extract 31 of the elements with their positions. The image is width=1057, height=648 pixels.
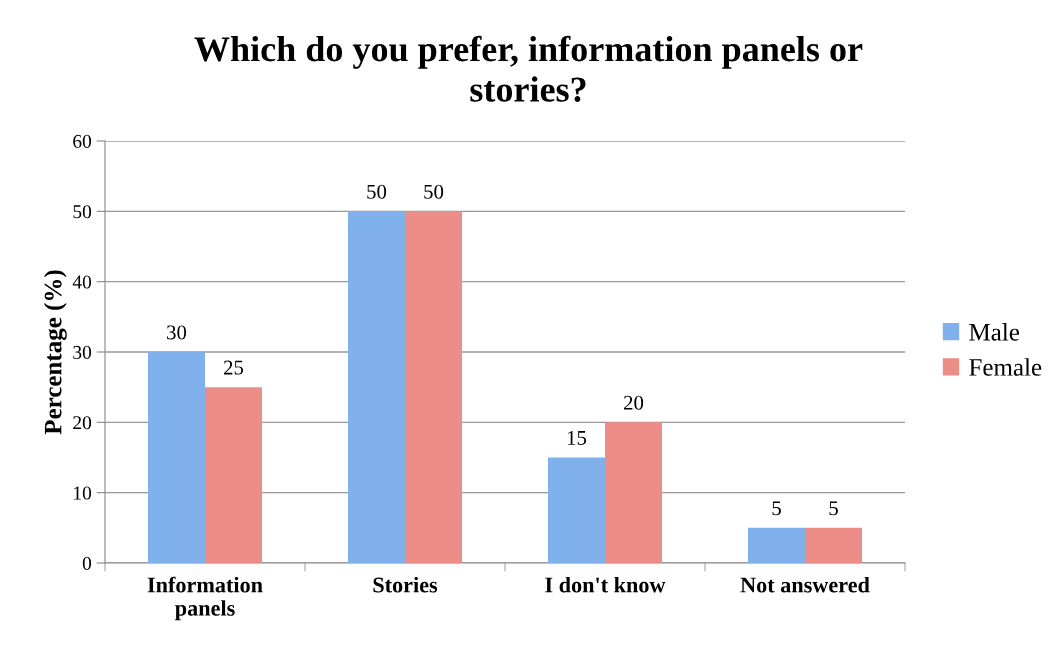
x-tick-label: Stories	[373, 576, 438, 593]
data-label: 25	[224, 360, 244, 375]
y-tick-label: 60	[73, 134, 92, 148]
data-label: 20	[624, 395, 644, 410]
legend-label: Male	[969, 323, 1019, 341]
data-label: 5	[829, 501, 838, 516]
data-label: 5	[772, 501, 781, 516]
legend-label: Female	[969, 358, 1042, 376]
y-axis-title: Percentage (%)	[43, 270, 67, 435]
bar	[605, 422, 662, 563]
x-tick-label: Not answered	[740, 576, 870, 593]
x-tick-label: I don't know	[545, 576, 666, 593]
data-label: 15	[567, 430, 587, 445]
bar	[805, 527, 862, 563]
bar	[205, 387, 262, 563]
bar	[148, 352, 205, 563]
bar	[348, 211, 405, 563]
data-label: 50	[424, 184, 444, 199]
data-label: 30	[167, 325, 187, 340]
bar	[405, 211, 462, 563]
data-label: 50	[367, 184, 387, 199]
bar	[748, 527, 805, 563]
y-tick-label: 50	[73, 205, 92, 219]
y-tick-label: 40	[72, 275, 92, 289]
y-tick-label: 30	[73, 345, 92, 359]
y-tick-label: 20	[73, 416, 92, 430]
chart-title: Which do you prefer, information panels or stories?	[194, 35, 863, 102]
y-tick-label: 0	[82, 556, 92, 570]
y-tick-label: 10	[74, 486, 92, 500]
bar	[548, 457, 605, 563]
x-tick-label: Information panels	[147, 576, 263, 621]
